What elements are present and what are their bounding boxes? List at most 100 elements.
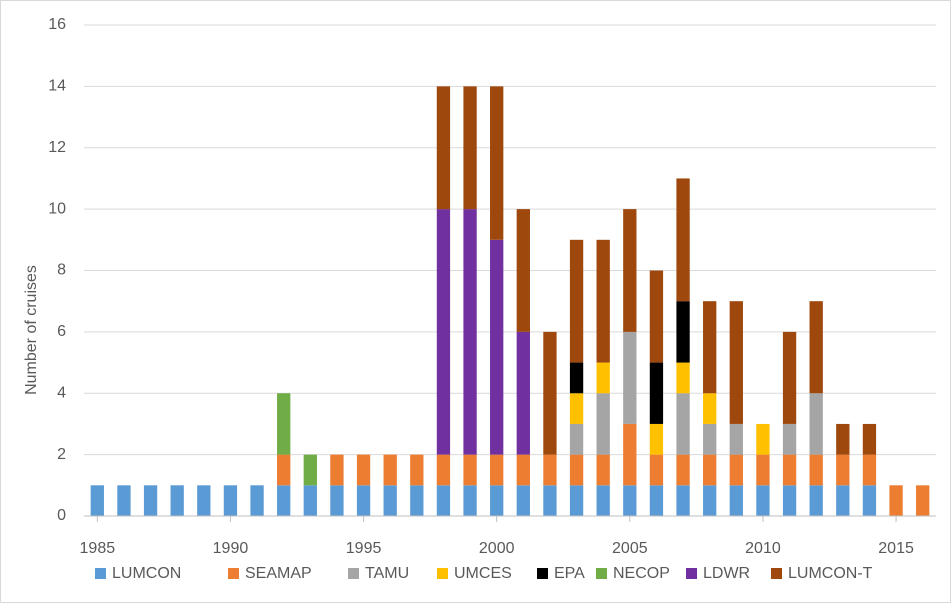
bar-segment xyxy=(836,485,850,516)
bar-segment xyxy=(490,86,504,240)
bar-segment xyxy=(463,485,477,516)
bar-segment xyxy=(623,331,637,424)
y-tick-label: 12 xyxy=(48,139,66,156)
x-tick-label: 2000 xyxy=(479,540,515,557)
bar-segment xyxy=(250,485,264,516)
legend-swatch xyxy=(95,568,106,579)
bar-segment xyxy=(782,454,797,486)
bar-segment xyxy=(277,454,291,486)
bar-segment xyxy=(117,485,131,516)
bar-segment xyxy=(809,485,823,516)
bar-segment xyxy=(649,485,664,516)
bar-segment xyxy=(756,485,770,516)
legend-label: UMCES xyxy=(454,565,512,582)
bar-segment xyxy=(303,454,317,486)
x-tick-label: 1985 xyxy=(80,540,116,557)
x-tick-label: 1990 xyxy=(213,540,249,557)
legend-swatch xyxy=(771,568,782,579)
bar-segment xyxy=(862,454,877,486)
bar-segment xyxy=(649,423,664,455)
bar-segment xyxy=(569,362,584,394)
legend-label: LUMCON-T xyxy=(788,565,873,582)
y-tick-label: 10 xyxy=(48,200,66,217)
legend-label: LDWR xyxy=(703,565,750,582)
bar-segment xyxy=(623,423,637,486)
y-tick-label: 14 xyxy=(48,78,66,95)
legend-label: EPA xyxy=(554,565,585,582)
y-tick-label: 8 xyxy=(57,262,66,279)
bar-segment xyxy=(436,454,451,486)
x-tick-label: 2015 xyxy=(878,540,914,557)
bar-segment xyxy=(676,362,690,394)
legend-swatch xyxy=(228,568,239,579)
legend-swatch xyxy=(437,568,448,579)
bar-segment xyxy=(703,454,717,486)
bar-segment xyxy=(463,209,477,455)
bar-segment xyxy=(543,485,557,516)
bar-segment xyxy=(836,454,850,486)
bar-segment xyxy=(436,209,451,455)
bar-segment xyxy=(383,454,397,486)
bar-segment xyxy=(809,301,823,394)
bar-segment xyxy=(782,423,797,455)
bar-segment xyxy=(756,454,770,486)
bar-segment xyxy=(330,454,344,486)
bar-segment xyxy=(916,485,930,516)
bar-segment xyxy=(463,86,477,210)
bar-segment xyxy=(223,485,238,516)
bar-segment xyxy=(383,485,397,516)
bar-segment xyxy=(569,485,584,516)
legend-swatch xyxy=(596,568,607,579)
bar-segment xyxy=(729,485,743,516)
bar-segment xyxy=(703,393,717,424)
bar-segment xyxy=(623,209,637,332)
bar-segment xyxy=(862,485,877,516)
bar-segment xyxy=(569,393,584,424)
bar-segment xyxy=(862,423,877,455)
y-tick-label: 6 xyxy=(57,323,66,340)
bar-segment xyxy=(170,485,184,516)
legend-swatch xyxy=(537,568,548,579)
bar-segment xyxy=(143,485,158,516)
bar-segment xyxy=(676,454,690,486)
bar-segment xyxy=(623,485,637,516)
bar-segment xyxy=(436,485,451,516)
bar-segment xyxy=(490,239,504,455)
bar-segment xyxy=(836,423,850,455)
x-tick-label: 2005 xyxy=(612,540,648,557)
bar-segment xyxy=(543,454,557,486)
bar-segment xyxy=(649,362,664,424)
bar-segment xyxy=(596,393,610,455)
y-tick-label: 16 xyxy=(48,16,66,33)
x-tick-label: 2010 xyxy=(745,540,781,557)
bar-segment xyxy=(729,301,743,424)
bar-segment xyxy=(729,454,743,486)
bar-segment xyxy=(410,454,424,486)
bar-segment xyxy=(490,485,504,516)
bar-segment xyxy=(516,454,530,486)
bar-segment xyxy=(436,86,451,210)
bar-segment xyxy=(303,485,317,516)
bar-segment xyxy=(649,270,664,363)
bar-segment xyxy=(809,454,823,486)
bar-segment xyxy=(569,239,584,363)
bar-segment xyxy=(277,485,291,516)
bar-segment xyxy=(676,301,690,363)
bar-segment xyxy=(596,239,610,363)
bar-segment xyxy=(596,485,610,516)
bar-segment xyxy=(676,178,690,302)
bar-segment xyxy=(356,485,371,516)
legend-label: LUMCON xyxy=(112,565,181,582)
bar-segment xyxy=(516,485,530,516)
bar-segment xyxy=(756,423,770,455)
bar-segment xyxy=(596,362,610,394)
legend-label: TAMU xyxy=(365,565,409,582)
bar-segment xyxy=(516,331,530,455)
bar-segment xyxy=(356,454,371,486)
legend-swatch xyxy=(348,568,359,579)
bar-segment xyxy=(410,485,424,516)
legend-label: NECOP xyxy=(613,565,670,582)
bar-segment xyxy=(809,393,823,455)
x-tick-label: 1995 xyxy=(346,540,382,557)
